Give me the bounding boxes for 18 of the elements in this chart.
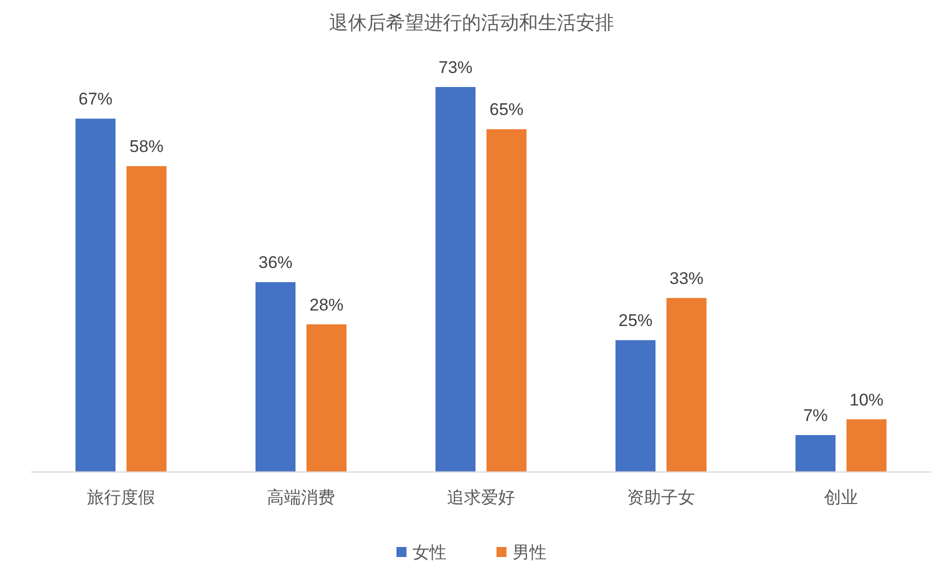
data-label: 33%	[669, 268, 704, 288]
data-label: 65%	[489, 100, 524, 120]
x-tick-label: 创业	[824, 488, 858, 507]
data-label: 25%	[618, 311, 653, 330]
data-label: 7%	[803, 406, 828, 426]
data-label: 67%	[78, 90, 113, 109]
legend-label: 男性	[512, 543, 546, 562]
legend-label: 女性	[412, 543, 446, 562]
data-label: 28%	[309, 295, 344, 314]
x-tick-label: 高端消费	[267, 488, 335, 507]
x-tick-label: 资助子女	[627, 488, 695, 507]
title: 退休后希望进行的活动和生活安排	[329, 13, 614, 34]
data-label: 58%	[129, 137, 164, 156]
x-tick-label: 追求爱好	[447, 488, 515, 507]
data-label: 73%	[438, 58, 473, 77]
data-label: 10%	[849, 390, 884, 410]
data-label: 36%	[258, 253, 293, 272]
x-tick-label: 旅行度假	[87, 488, 155, 507]
